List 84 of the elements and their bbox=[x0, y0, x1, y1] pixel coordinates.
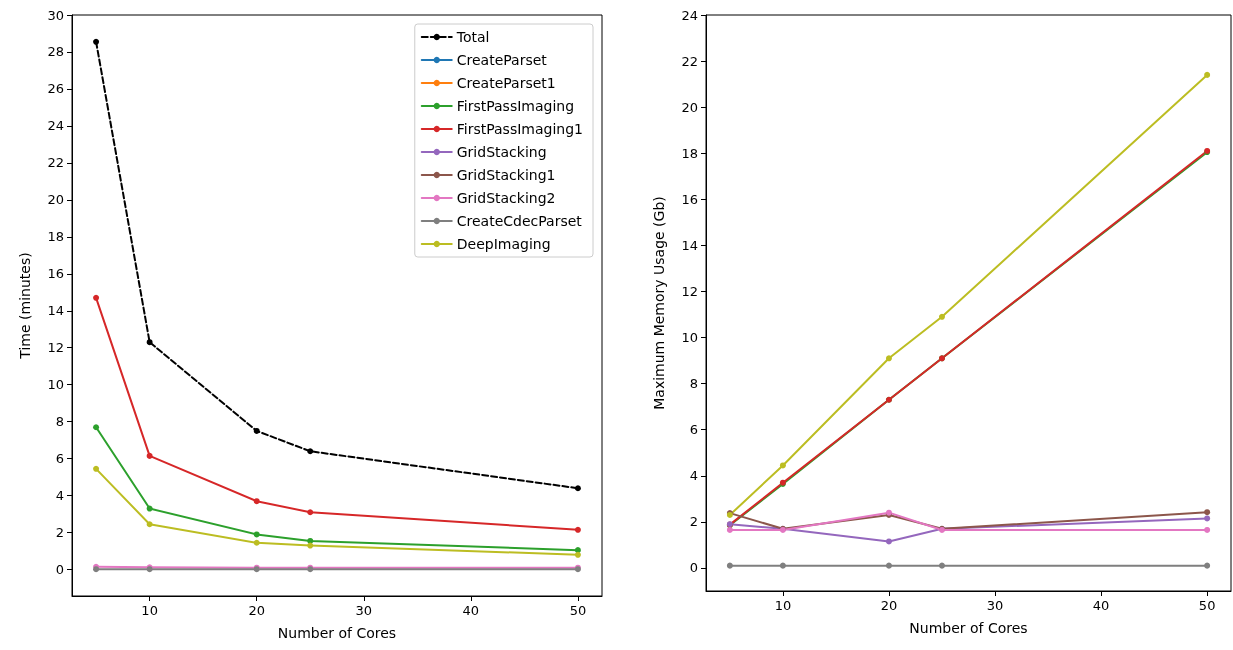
y-tick-label: 0 bbox=[55, 562, 64, 578]
point bbox=[146, 452, 153, 459]
x-tick-label: 10 bbox=[141, 603, 158, 618]
legend-label: DeepImaging bbox=[456, 236, 551, 252]
x-tick-label: 40 bbox=[462, 603, 480, 618]
x-tick-label: 20 bbox=[248, 603, 265, 618]
legend-label: CreateCdecParset bbox=[456, 213, 583, 229]
y-tick-label: 24 bbox=[681, 7, 698, 23]
y-axis-title: Maximum Memory Usage (Gb) bbox=[651, 196, 667, 410]
y-tick-label: 28 bbox=[47, 44, 64, 60]
point bbox=[253, 498, 260, 505]
point bbox=[93, 465, 100, 472]
y-tick-label: 12 bbox=[681, 283, 698, 299]
point bbox=[1204, 562, 1211, 569]
point bbox=[253, 427, 260, 434]
point bbox=[307, 448, 314, 455]
y-tick-label: 18 bbox=[47, 229, 64, 245]
point bbox=[1204, 526, 1211, 533]
y-tick-label: 20 bbox=[681, 99, 698, 115]
y-tick-label: 0 bbox=[689, 560, 698, 576]
point bbox=[779, 562, 786, 569]
y-tick-label: 18 bbox=[681, 145, 698, 161]
x-axis-title: Number of Cores bbox=[277, 625, 397, 641]
point bbox=[1204, 509, 1211, 516]
point bbox=[726, 562, 733, 569]
x-tick-label: 50 bbox=[1198, 598, 1216, 613]
x-tick-label: 30 bbox=[355, 603, 373, 618]
y-axis-title: Time (minutes) bbox=[17, 252, 33, 360]
point bbox=[574, 485, 581, 492]
point bbox=[146, 339, 153, 346]
x-tick-label: 10 bbox=[774, 598, 792, 613]
legend-label: FirstPassImaging bbox=[456, 98, 575, 114]
y-tick-label: 20 bbox=[47, 192, 64, 208]
point bbox=[574, 551, 581, 558]
legend-label: GridStacking bbox=[456, 144, 547, 160]
point bbox=[93, 294, 100, 301]
legend-label: GridStacking1 bbox=[456, 167, 556, 183]
y-tick-label: 4 bbox=[689, 468, 698, 484]
point bbox=[146, 505, 153, 512]
point bbox=[885, 355, 892, 362]
y-tick-label: 30 bbox=[47, 7, 64, 23]
point bbox=[307, 509, 314, 516]
y-tick-label: 2 bbox=[689, 514, 698, 530]
point bbox=[885, 538, 892, 545]
y-tick-label: 14 bbox=[681, 237, 698, 253]
y-tick-label: 2 bbox=[55, 525, 64, 541]
point bbox=[574, 526, 581, 533]
legend-label: GridStacking2 bbox=[456, 190, 556, 206]
point bbox=[779, 462, 786, 469]
y-tick-label: 14 bbox=[47, 303, 64, 319]
y-tick-label: 6 bbox=[689, 422, 698, 438]
y-tick-label: 22 bbox=[681, 53, 698, 69]
point bbox=[93, 424, 100, 431]
y-tick-label: 6 bbox=[55, 451, 64, 467]
legend-label: CreateParset bbox=[456, 52, 548, 68]
y-tick-label: 16 bbox=[47, 266, 64, 282]
point bbox=[938, 313, 945, 320]
y-tick-label: 24 bbox=[47, 118, 64, 134]
legend-label: Total bbox=[455, 29, 490, 45]
point bbox=[1204, 71, 1211, 78]
point bbox=[938, 562, 945, 569]
legend-label: CreateParset1 bbox=[456, 75, 556, 91]
point bbox=[885, 562, 892, 569]
legend-label: FirstPassImaging1 bbox=[456, 121, 583, 137]
y-tick-label: 12 bbox=[47, 340, 64, 356]
y-tick-label: 16 bbox=[681, 191, 698, 207]
point bbox=[307, 542, 314, 549]
x-tick-label: 40 bbox=[1092, 598, 1110, 613]
y-tick-label: 8 bbox=[689, 376, 698, 392]
x-tick-label: 50 bbox=[569, 603, 587, 618]
y-tick-label: 10 bbox=[681, 330, 698, 346]
point bbox=[93, 38, 100, 45]
point bbox=[726, 526, 733, 533]
y-tick-label: 10 bbox=[47, 377, 64, 393]
y-tick-label: 22 bbox=[47, 155, 64, 171]
y-tick-label: 4 bbox=[55, 488, 64, 504]
y-tick-label: 8 bbox=[55, 414, 64, 430]
x-tick-label: 30 bbox=[986, 598, 1004, 613]
x-axis-title: Number of Cores bbox=[909, 620, 1028, 636]
y-tick-label: 26 bbox=[47, 81, 64, 97]
point bbox=[253, 539, 260, 546]
point bbox=[1204, 515, 1211, 522]
x-tick-label: 20 bbox=[880, 598, 898, 613]
point bbox=[146, 521, 153, 528]
